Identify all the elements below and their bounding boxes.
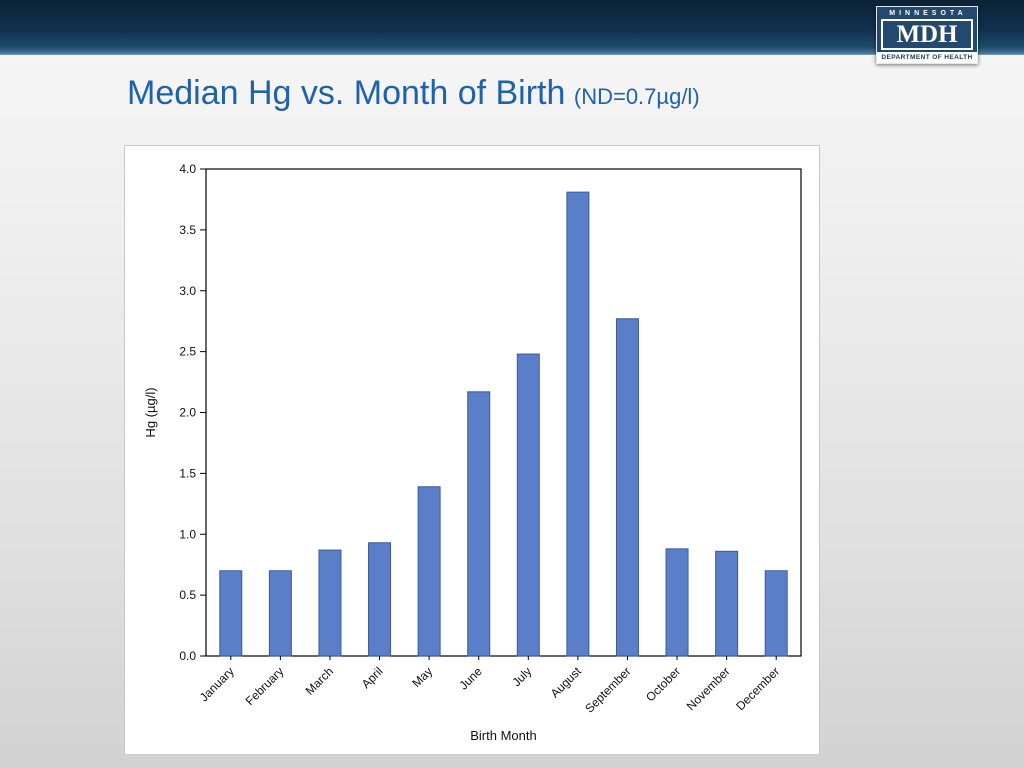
x-tick-label: April xyxy=(359,664,386,691)
x-tick-label: September xyxy=(582,664,633,715)
bar-chart: 0.0 0.5 1.0 1.5 2.0 2.5 3.0 3.5 4.0 January Februa… xyxy=(143,162,802,743)
y-tick-label: 4.0 xyxy=(179,162,196,176)
header-bar: MINNESOTA MDH DEPARTMENT OF HEALTH xyxy=(0,0,1024,64)
bar-september xyxy=(615,318,639,657)
x-tick-label: October xyxy=(643,664,683,704)
bar-july xyxy=(516,353,540,657)
x-axis-label: Birth Month xyxy=(470,728,536,743)
x-tick-label: December xyxy=(733,664,782,713)
y-tick-label: 2.0 xyxy=(179,406,196,420)
logo-state-label: MINNESOTA xyxy=(889,10,967,17)
y-tick-label: 0.5 xyxy=(179,588,196,602)
y-axis-label: Hg (µg/l) xyxy=(143,387,158,437)
slide-title-suffix: (ND=0.7µg/l) xyxy=(573,84,700,109)
plot-area xyxy=(205,168,802,657)
bar-october xyxy=(665,548,689,657)
bar-december xyxy=(764,570,788,657)
bar-april xyxy=(368,542,392,657)
bar-march xyxy=(318,549,342,657)
y-tick-label: 2.5 xyxy=(179,345,196,359)
x-tick-label: July xyxy=(509,664,534,689)
chart-panel: 0.0 0.5 1.0 1.5 2.0 2.5 3.0 3.5 4.0 January Februa… xyxy=(124,145,820,755)
slide-title: Median Hg vs. Month of Birth (ND=0.7µg/l… xyxy=(127,74,700,113)
slide-title-text: Median Hg vs. Month of Birth xyxy=(127,74,566,112)
x-tick-label: February xyxy=(243,664,287,708)
x-tick-label: May xyxy=(409,664,435,690)
logo-abbr: MDH xyxy=(881,19,973,50)
bar-february xyxy=(268,570,292,657)
bar-november xyxy=(715,550,739,657)
y-tick-label: 3.5 xyxy=(179,223,196,237)
x-tick-label: January xyxy=(197,664,237,704)
y-tick-label: 1.0 xyxy=(179,527,196,541)
bar-january xyxy=(219,570,243,657)
mdh-logo: MINNESOTA MDH DEPARTMENT OF HEALTH xyxy=(876,6,978,64)
bar-june xyxy=(467,391,491,657)
y-tick-label: 0.0 xyxy=(179,649,196,663)
logo-dept-label: DEPARTMENT OF HEALTH xyxy=(877,52,977,63)
x-tick-label: November xyxy=(684,664,733,713)
x-tick-label: June xyxy=(457,664,486,693)
x-tick-label: March xyxy=(303,664,336,697)
y-tick-label: 1.5 xyxy=(179,466,196,480)
bar-august xyxy=(566,191,590,657)
y-tick-label: 3.0 xyxy=(179,284,196,298)
x-tick-label: August xyxy=(548,664,585,701)
bar-may xyxy=(417,486,441,657)
